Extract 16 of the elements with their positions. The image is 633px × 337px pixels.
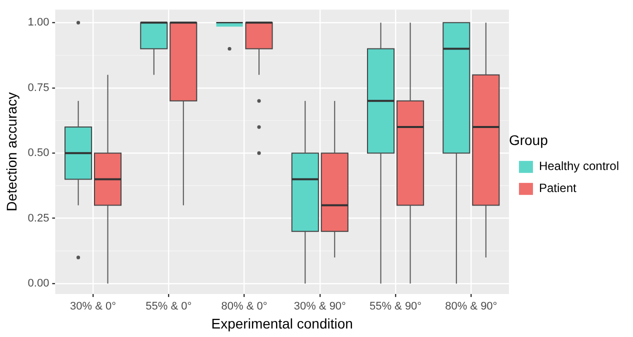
legend-label: Patient <box>538 181 577 196</box>
legend-label: Healthy control <box>538 159 620 174</box>
y-tick-label: 0.50 <box>28 147 50 160</box>
y-tick-label: 0.25 <box>28 212 50 224</box>
x-tick-label: 30% & 90° <box>294 300 346 313</box>
legend-title: Group <box>508 132 548 148</box>
x-tick-label: 55% & 0° <box>146 300 192 313</box>
x-tick-label: 80% & 0° <box>221 300 268 313</box>
y-tick-label: 1.00 <box>28 16 50 29</box>
y-tick-label: 0.75 <box>28 82 50 94</box>
x-axis-title: Experimental condition <box>211 315 353 332</box>
x-tick-label: 55% & 90° <box>369 300 422 313</box>
x-tick-label: 80% & 90° <box>445 300 498 313</box>
y-axis-title: Detection accuracy <box>3 92 20 212</box>
y-tick-label: 0.00 <box>28 278 50 290</box>
x-tick-label: 30% & 0° <box>70 300 116 313</box>
